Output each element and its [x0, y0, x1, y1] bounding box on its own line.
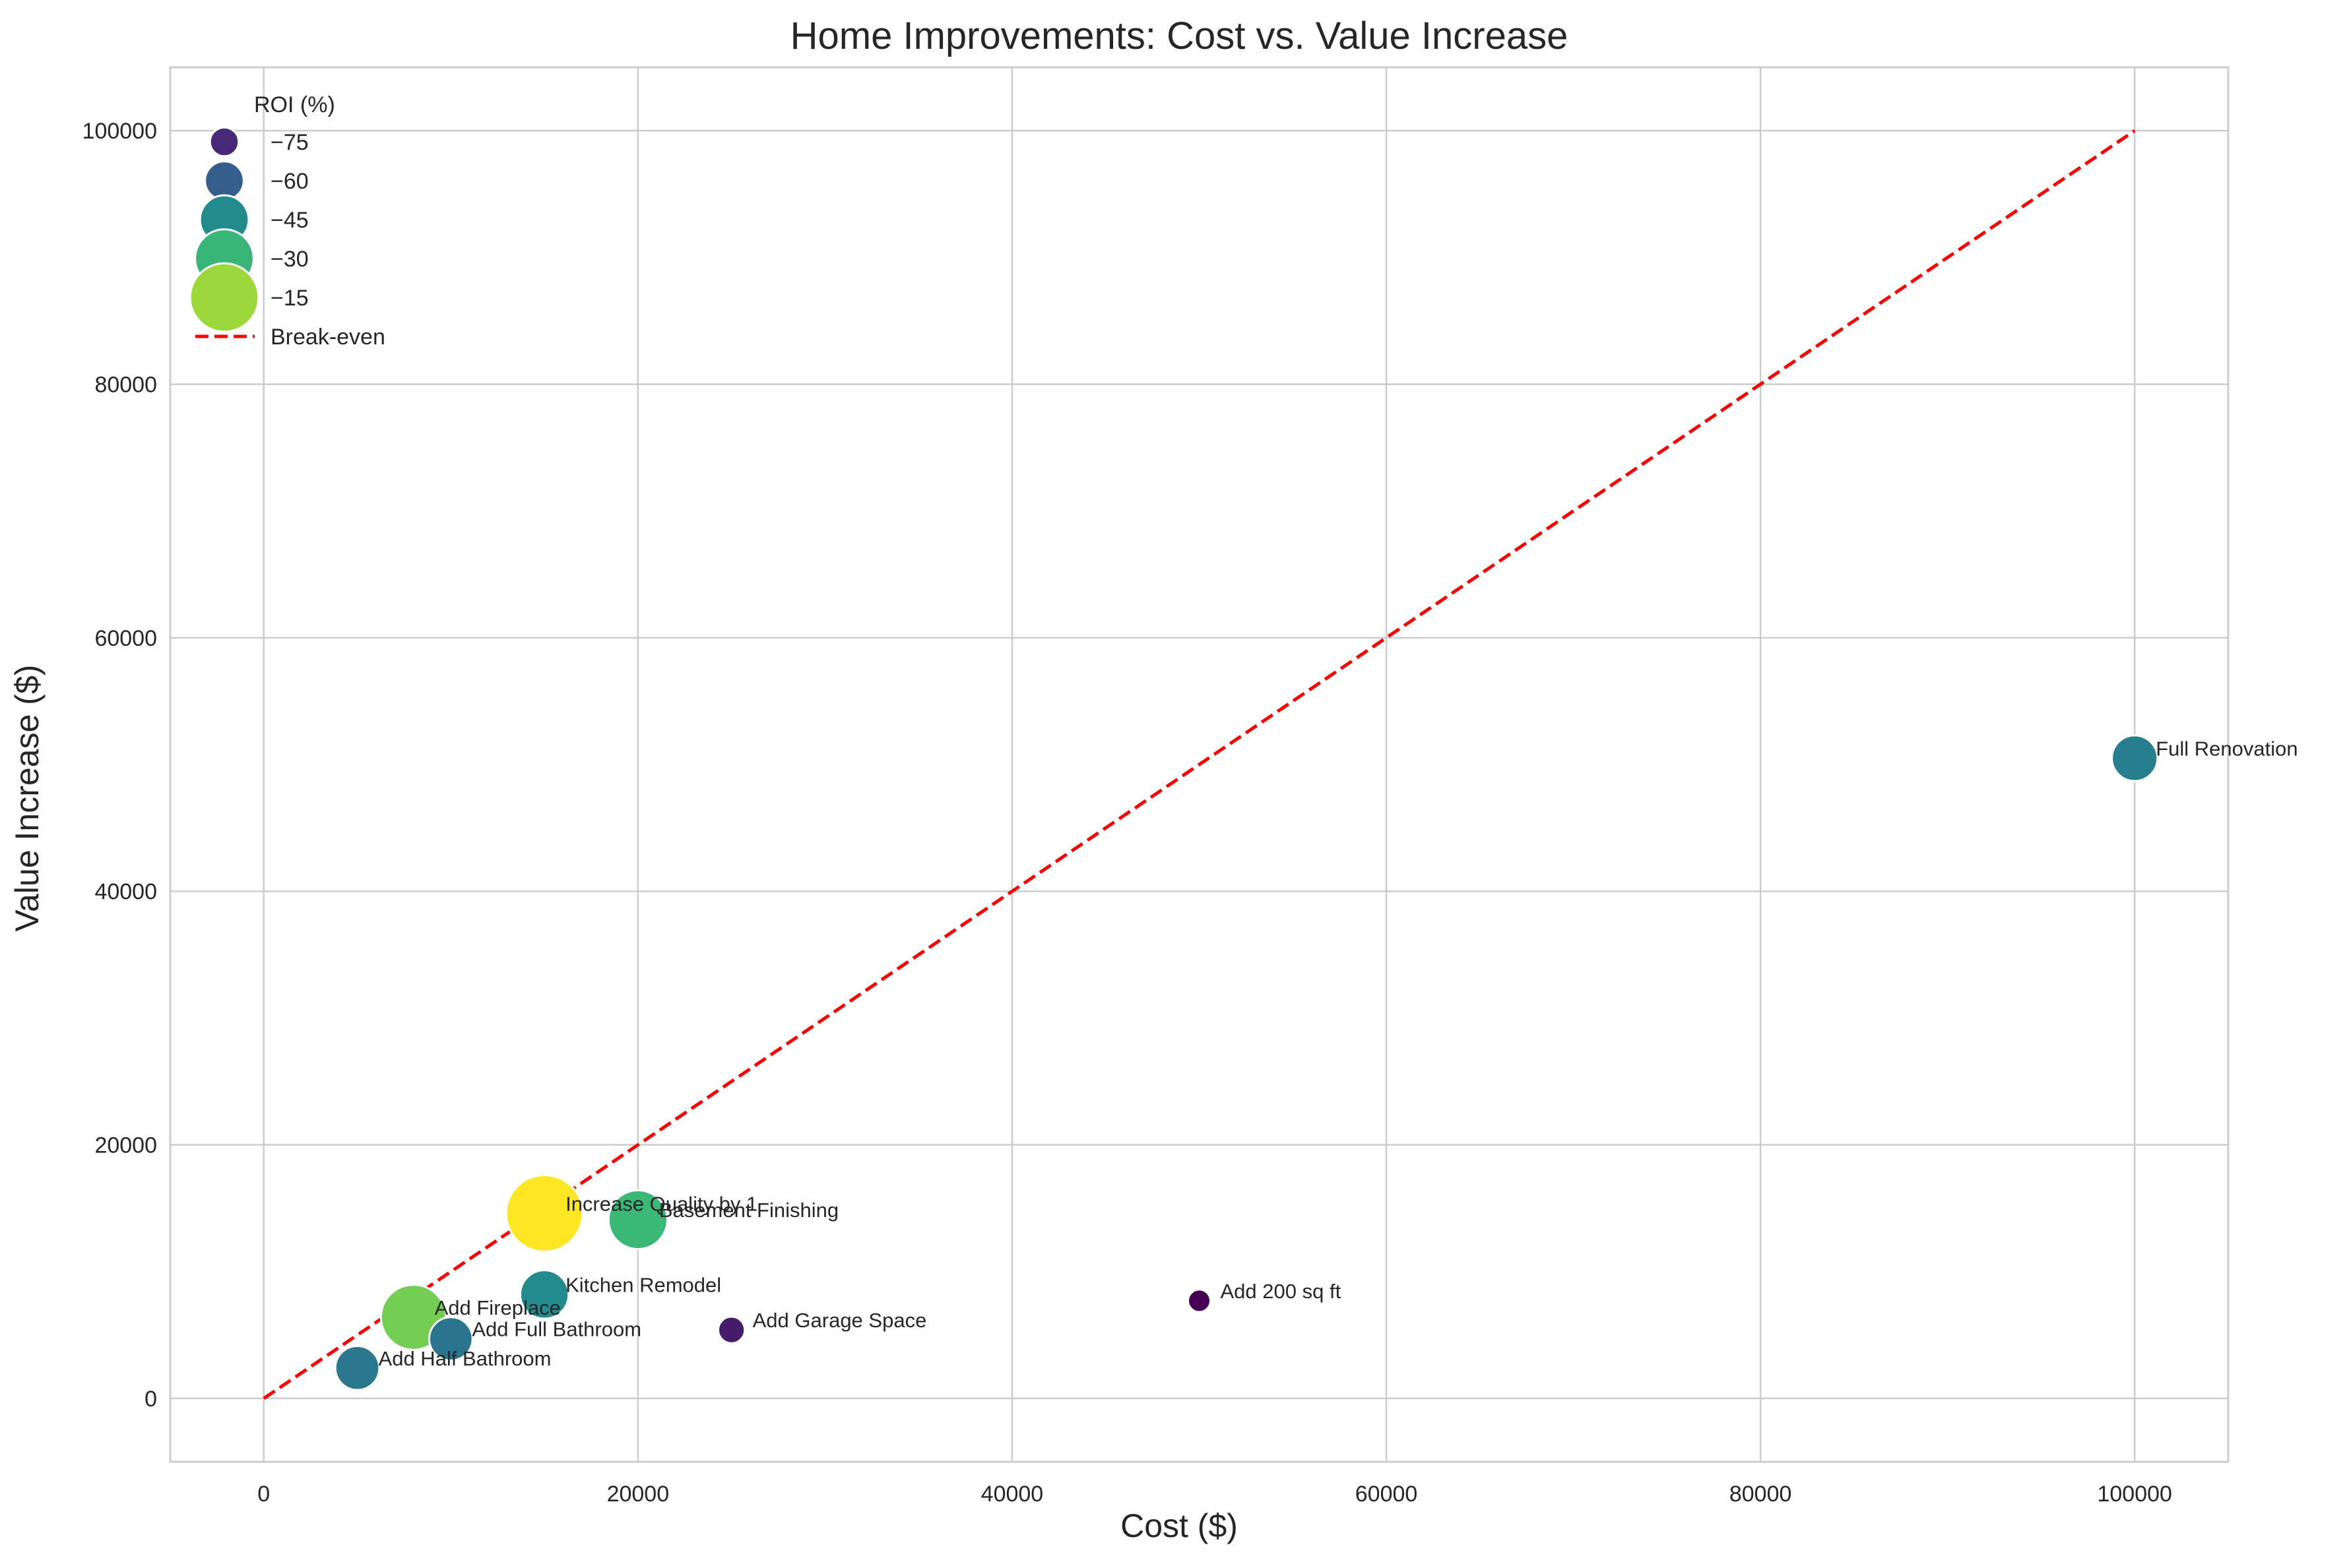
x-tick-label: 40000 — [981, 1482, 1044, 1507]
point-label: Basement Finishing — [659, 1199, 839, 1222]
y-tick-label: 100000 — [82, 119, 157, 144]
data-point-add-full-bathroom — [428, 1316, 474, 1362]
point-label: Add Garage Space — [753, 1309, 927, 1332]
point-label: Kitchen Remodel — [565, 1273, 721, 1296]
x-tick-label: 80000 — [1729, 1482, 1792, 1507]
point-labels: Full Renovation Add 200 sq ft Add Garage S… — [379, 737, 2298, 1369]
point-label: Add 200 sq ft — [1221, 1280, 1341, 1303]
y-tick-label: 80000 — [94, 372, 157, 397]
grid-lines — [170, 67, 2228, 1462]
data-point-add-garage-space — [717, 1315, 746, 1344]
chart-title: Home Improvements: Cost vs. Value Increa… — [790, 15, 1568, 57]
legend: ROI (%) −75 −60 −45 −30 −15 Break-even — [189, 92, 385, 350]
legend-break-even-label: Break-even — [271, 325, 385, 350]
legend-marker — [204, 160, 245, 201]
data-point-add-half-bathroom — [334, 1344, 381, 1391]
y-axis-label: Value Increase ($) — [9, 665, 46, 932]
plot-frame-rect — [169, 66, 2230, 1463]
plot-frame — [169, 66, 2230, 1463]
y-tick-label: 60000 — [94, 626, 157, 651]
legend-title: ROI (%) — [254, 92, 335, 117]
x-tick-label: 0 — [257, 1482, 270, 1507]
data-point-increase-quality-by-1 — [505, 1174, 584, 1253]
legend-entry-label: −75 — [271, 130, 309, 155]
legend-marker — [209, 126, 240, 158]
x-axis-label: Cost ($) — [1120, 1507, 1238, 1544]
legend-entry-label: −60 — [271, 169, 309, 194]
x-tick-label: 100000 — [2097, 1482, 2171, 1507]
data-point-full-renovation — [2111, 734, 2159, 782]
break-even-line-group — [263, 129, 2136, 1400]
data-points — [334, 734, 2159, 1391]
y-tick-label: 20000 — [94, 1133, 157, 1158]
legend-entry-label: −30 — [271, 247, 309, 272]
legend-entry-label: −45 — [271, 208, 309, 233]
data-point-basement-finishing — [607, 1189, 668, 1251]
legend-entry-label: −15 — [271, 286, 309, 311]
tick-labels: 0 20000 40000 60000 80000 100000 0 20000 40000 60… — [82, 119, 2172, 1507]
x-tick-label: 20000 — [607, 1482, 670, 1507]
y-tick-label: 0 — [145, 1387, 157, 1412]
point-label: Increase Quality by 1 — [565, 1192, 757, 1215]
y-tick-label: 40000 — [94, 879, 157, 904]
point-label: Add Fireplace — [435, 1296, 561, 1319]
legend-marker — [189, 262, 260, 333]
x-tick-label: 60000 — [1355, 1482, 1418, 1507]
point-label: Add Half Bathroom — [379, 1347, 552, 1370]
point-label: Full Renovation — [2156, 737, 2297, 760]
data-point-kitchen-remodel — [519, 1269, 570, 1320]
data-point-add-200-sq-ft — [1187, 1288, 1211, 1313]
point-label: Add Full Bathroom — [472, 1318, 641, 1341]
break-even-line — [263, 129, 2136, 1400]
